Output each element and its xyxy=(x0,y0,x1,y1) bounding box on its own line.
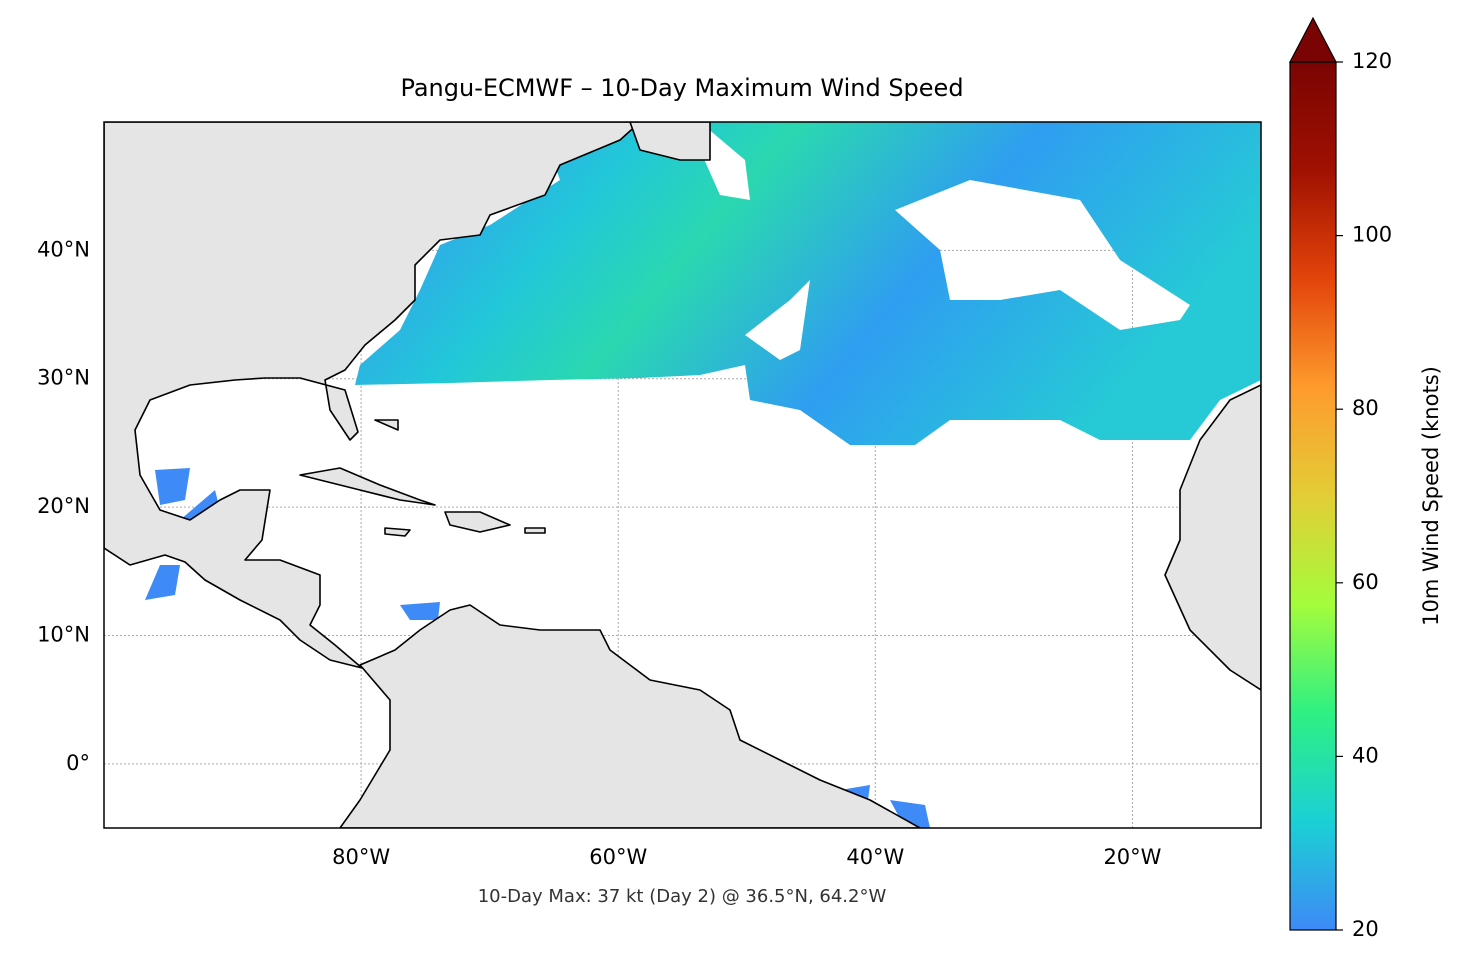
x-tick-label: 80°W xyxy=(332,845,390,869)
y-tick-label: 40°N xyxy=(37,237,90,261)
land-africa xyxy=(1164,384,1261,691)
wind-field xyxy=(355,122,1261,445)
colorbar-tick-label: 80 xyxy=(1352,396,1379,420)
map-frame xyxy=(103,121,1262,829)
colorbar xyxy=(1290,62,1336,930)
colorbar-tick-label: 60 xyxy=(1352,570,1379,594)
x-tick-label: 20°W xyxy=(1103,845,1161,869)
y-tick-label: 10°N xyxy=(37,622,90,646)
colorbar-tick-label: 120 xyxy=(1352,49,1392,73)
colorbar-tick-label: 100 xyxy=(1352,223,1392,247)
y-tick-label: 20°N xyxy=(37,494,90,518)
colorbar-frame xyxy=(1289,61,1337,931)
x-tick-label: 40°W xyxy=(846,845,904,869)
land-caribbean xyxy=(299,419,546,537)
footnote: 10-Day Max: 37 kt (Day 2) @ 36.5°N, 64.2… xyxy=(478,886,887,907)
title: Pangu-ECMWF – 10-Day Maximum Wind Speed xyxy=(400,74,963,102)
y-tick-label: 30°N xyxy=(37,366,90,390)
colorbar-tick-label: 40 xyxy=(1352,743,1379,767)
land-north-america xyxy=(104,122,641,669)
y-tick-label: 0° xyxy=(66,751,90,775)
colorbar-extend xyxy=(1289,16,1337,63)
land-newfoundland xyxy=(629,122,711,161)
land-south-america xyxy=(339,604,921,828)
map xyxy=(104,122,1261,828)
colorbar-tick-label: 20 xyxy=(1352,917,1379,941)
x-tick-label: 60°W xyxy=(589,845,647,869)
colorbar-label: 10m Wind Speed (knots) xyxy=(1419,366,1443,626)
